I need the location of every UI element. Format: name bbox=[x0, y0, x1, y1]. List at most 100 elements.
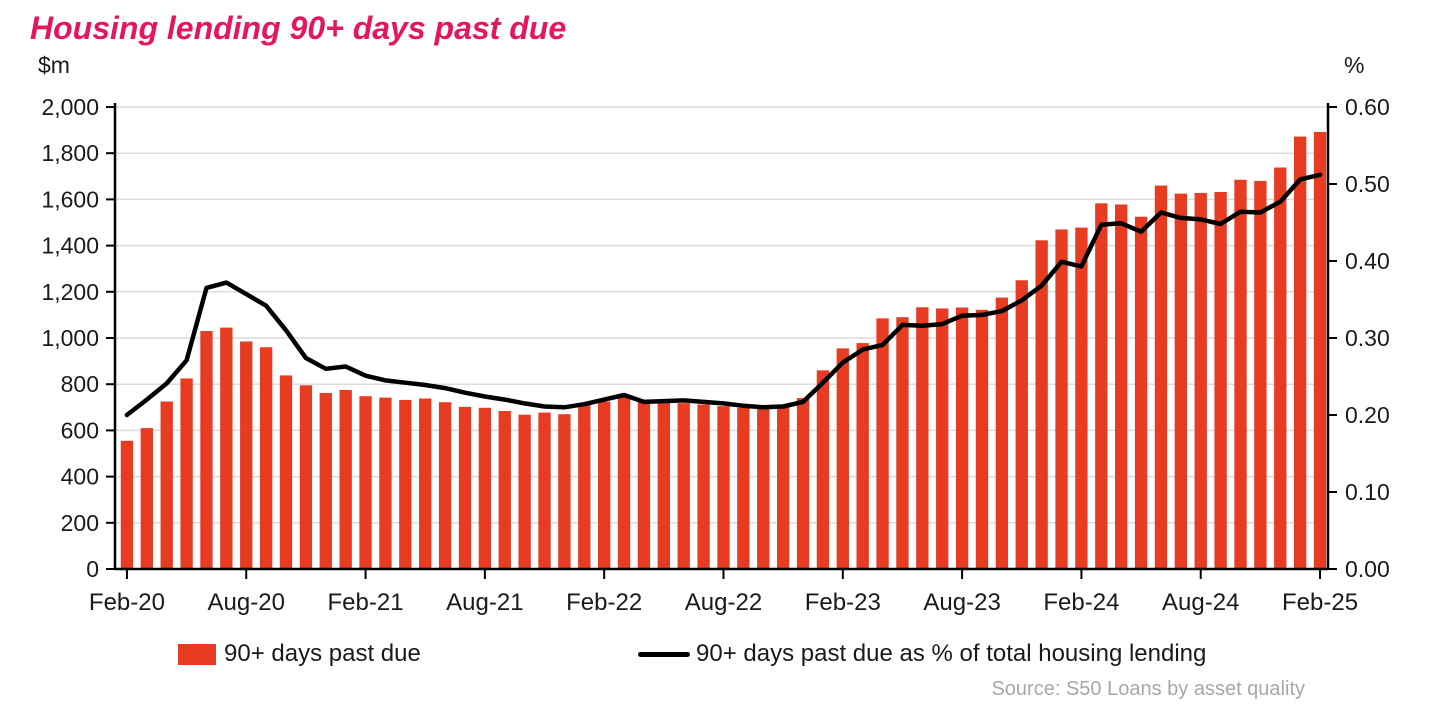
bar bbox=[1293, 136, 1307, 569]
x-axis-tick-label: Aug-23 bbox=[923, 589, 1000, 616]
bar bbox=[1234, 179, 1247, 569]
left-axis-tick-label: 600 bbox=[61, 417, 99, 443]
bar bbox=[1015, 280, 1028, 569]
bar bbox=[200, 331, 213, 569]
bar bbox=[896, 317, 909, 569]
bar bbox=[1254, 180, 1267, 570]
right-axis-tick-label: 0.60 bbox=[1345, 94, 1390, 120]
bar bbox=[299, 385, 313, 569]
bar bbox=[975, 309, 989, 569]
bar bbox=[1313, 131, 1327, 569]
bar bbox=[319, 392, 332, 569]
bar bbox=[598, 401, 611, 569]
left-axis-tick-label: 200 bbox=[61, 510, 99, 536]
x-axis-tick-label: Aug-22 bbox=[685, 589, 762, 616]
left-axis-tick-label: 0 bbox=[86, 556, 99, 582]
bar bbox=[438, 402, 452, 569]
bar bbox=[757, 408, 770, 569]
bar bbox=[995, 297, 1009, 569]
source-note: Source: S50 Loans by asset quality bbox=[991, 678, 1305, 700]
x-axis-tick-label: Feb-23 bbox=[805, 589, 881, 616]
bar bbox=[538, 412, 551, 569]
left-axis-unit-label: $m bbox=[38, 52, 70, 78]
bar bbox=[1095, 203, 1108, 569]
right-axis-tick-label: 0.20 bbox=[1345, 402, 1390, 428]
right-axis-tick-label: 0.00 bbox=[1345, 556, 1390, 582]
legend-item-line: 90+ days past due as % of total housing … bbox=[638, 640, 1206, 668]
left-axis-tick-label: 400 bbox=[61, 464, 99, 490]
bar bbox=[1154, 185, 1168, 570]
bar bbox=[458, 406, 472, 569]
bar bbox=[558, 414, 571, 569]
bar bbox=[637, 400, 651, 569]
legend-label-line: 90+ days past due as % of total housing … bbox=[696, 640, 1207, 667]
left-axis-tick-label: 1,800 bbox=[41, 140, 99, 166]
bar bbox=[936, 308, 949, 569]
bar bbox=[498, 410, 511, 569]
bar bbox=[816, 370, 830, 569]
bar bbox=[1115, 204, 1128, 569]
bar bbox=[856, 343, 869, 569]
left-axis-tick-label: 2,000 bbox=[41, 94, 99, 120]
left-axis-tick-label: 1,600 bbox=[41, 186, 99, 212]
right-axis-unit-label: % bbox=[1344, 52, 1365, 78]
bar bbox=[1134, 216, 1148, 569]
legend-item-bars: 90+ days past due bbox=[178, 640, 421, 668]
bar bbox=[120, 440, 134, 569]
x-axis-tick-label: Aug-20 bbox=[208, 589, 285, 616]
bar bbox=[876, 318, 889, 569]
bar bbox=[518, 414, 531, 569]
bar bbox=[617, 396, 631, 569]
right-axis-tick-label: 0.10 bbox=[1345, 479, 1390, 505]
bar bbox=[379, 397, 392, 569]
x-axis-tick-label: Aug-21 bbox=[446, 589, 523, 616]
bar bbox=[279, 375, 293, 569]
bar bbox=[1055, 229, 1068, 569]
line-series-swatch-icon bbox=[638, 651, 690, 657]
x-axis-tick-label: Feb-24 bbox=[1043, 589, 1119, 616]
bar bbox=[419, 398, 432, 569]
bar bbox=[359, 396, 372, 569]
bar bbox=[657, 402, 670, 569]
bar bbox=[180, 378, 193, 569]
bar bbox=[677, 403, 690, 569]
right-axis-tick-label: 0.50 bbox=[1345, 171, 1390, 197]
bar-series-swatch-icon bbox=[178, 643, 216, 665]
bar bbox=[1174, 193, 1188, 569]
bar bbox=[220, 327, 233, 569]
line-series bbox=[124, 172, 1323, 418]
bar bbox=[717, 406, 730, 569]
left-axis-tick-label: 800 bbox=[61, 371, 99, 397]
bar bbox=[697, 404, 710, 569]
bar bbox=[1035, 240, 1048, 570]
left-axis-tick-label: 1,200 bbox=[41, 279, 99, 305]
bar bbox=[1194, 192, 1207, 569]
bar bbox=[836, 348, 849, 569]
bar bbox=[259, 347, 273, 569]
bar bbox=[578, 403, 591, 569]
bar bbox=[1214, 192, 1227, 569]
bar bbox=[478, 407, 492, 569]
bar bbox=[737, 407, 750, 569]
bar bbox=[399, 399, 412, 569]
left-axis-tick-label: 1,400 bbox=[41, 233, 99, 259]
x-axis-tick-label: Feb-21 bbox=[328, 589, 404, 616]
bar bbox=[1274, 167, 1287, 569]
bar bbox=[140, 428, 153, 569]
right-axis-tick-label: 0.40 bbox=[1345, 248, 1390, 274]
bar bbox=[796, 398, 810, 569]
left-axis-tick-label: 1,000 bbox=[41, 325, 99, 351]
x-axis-tick-label: Feb-25 bbox=[1282, 589, 1358, 616]
bar bbox=[339, 389, 352, 569]
x-axis-tick-label: Feb-22 bbox=[566, 589, 642, 616]
bar bbox=[955, 307, 969, 569]
chart-title: Housing lending 90+ days past due bbox=[30, 10, 567, 46]
x-axis-tick-label: Feb-20 bbox=[89, 589, 165, 616]
bar bbox=[916, 307, 929, 569]
bar bbox=[160, 401, 173, 569]
bar bbox=[240, 341, 253, 569]
bar bbox=[1075, 227, 1088, 569]
legend-label-bars: 90+ days past due bbox=[224, 640, 421, 667]
right-axis-tick-label: 0.30 bbox=[1345, 325, 1390, 351]
